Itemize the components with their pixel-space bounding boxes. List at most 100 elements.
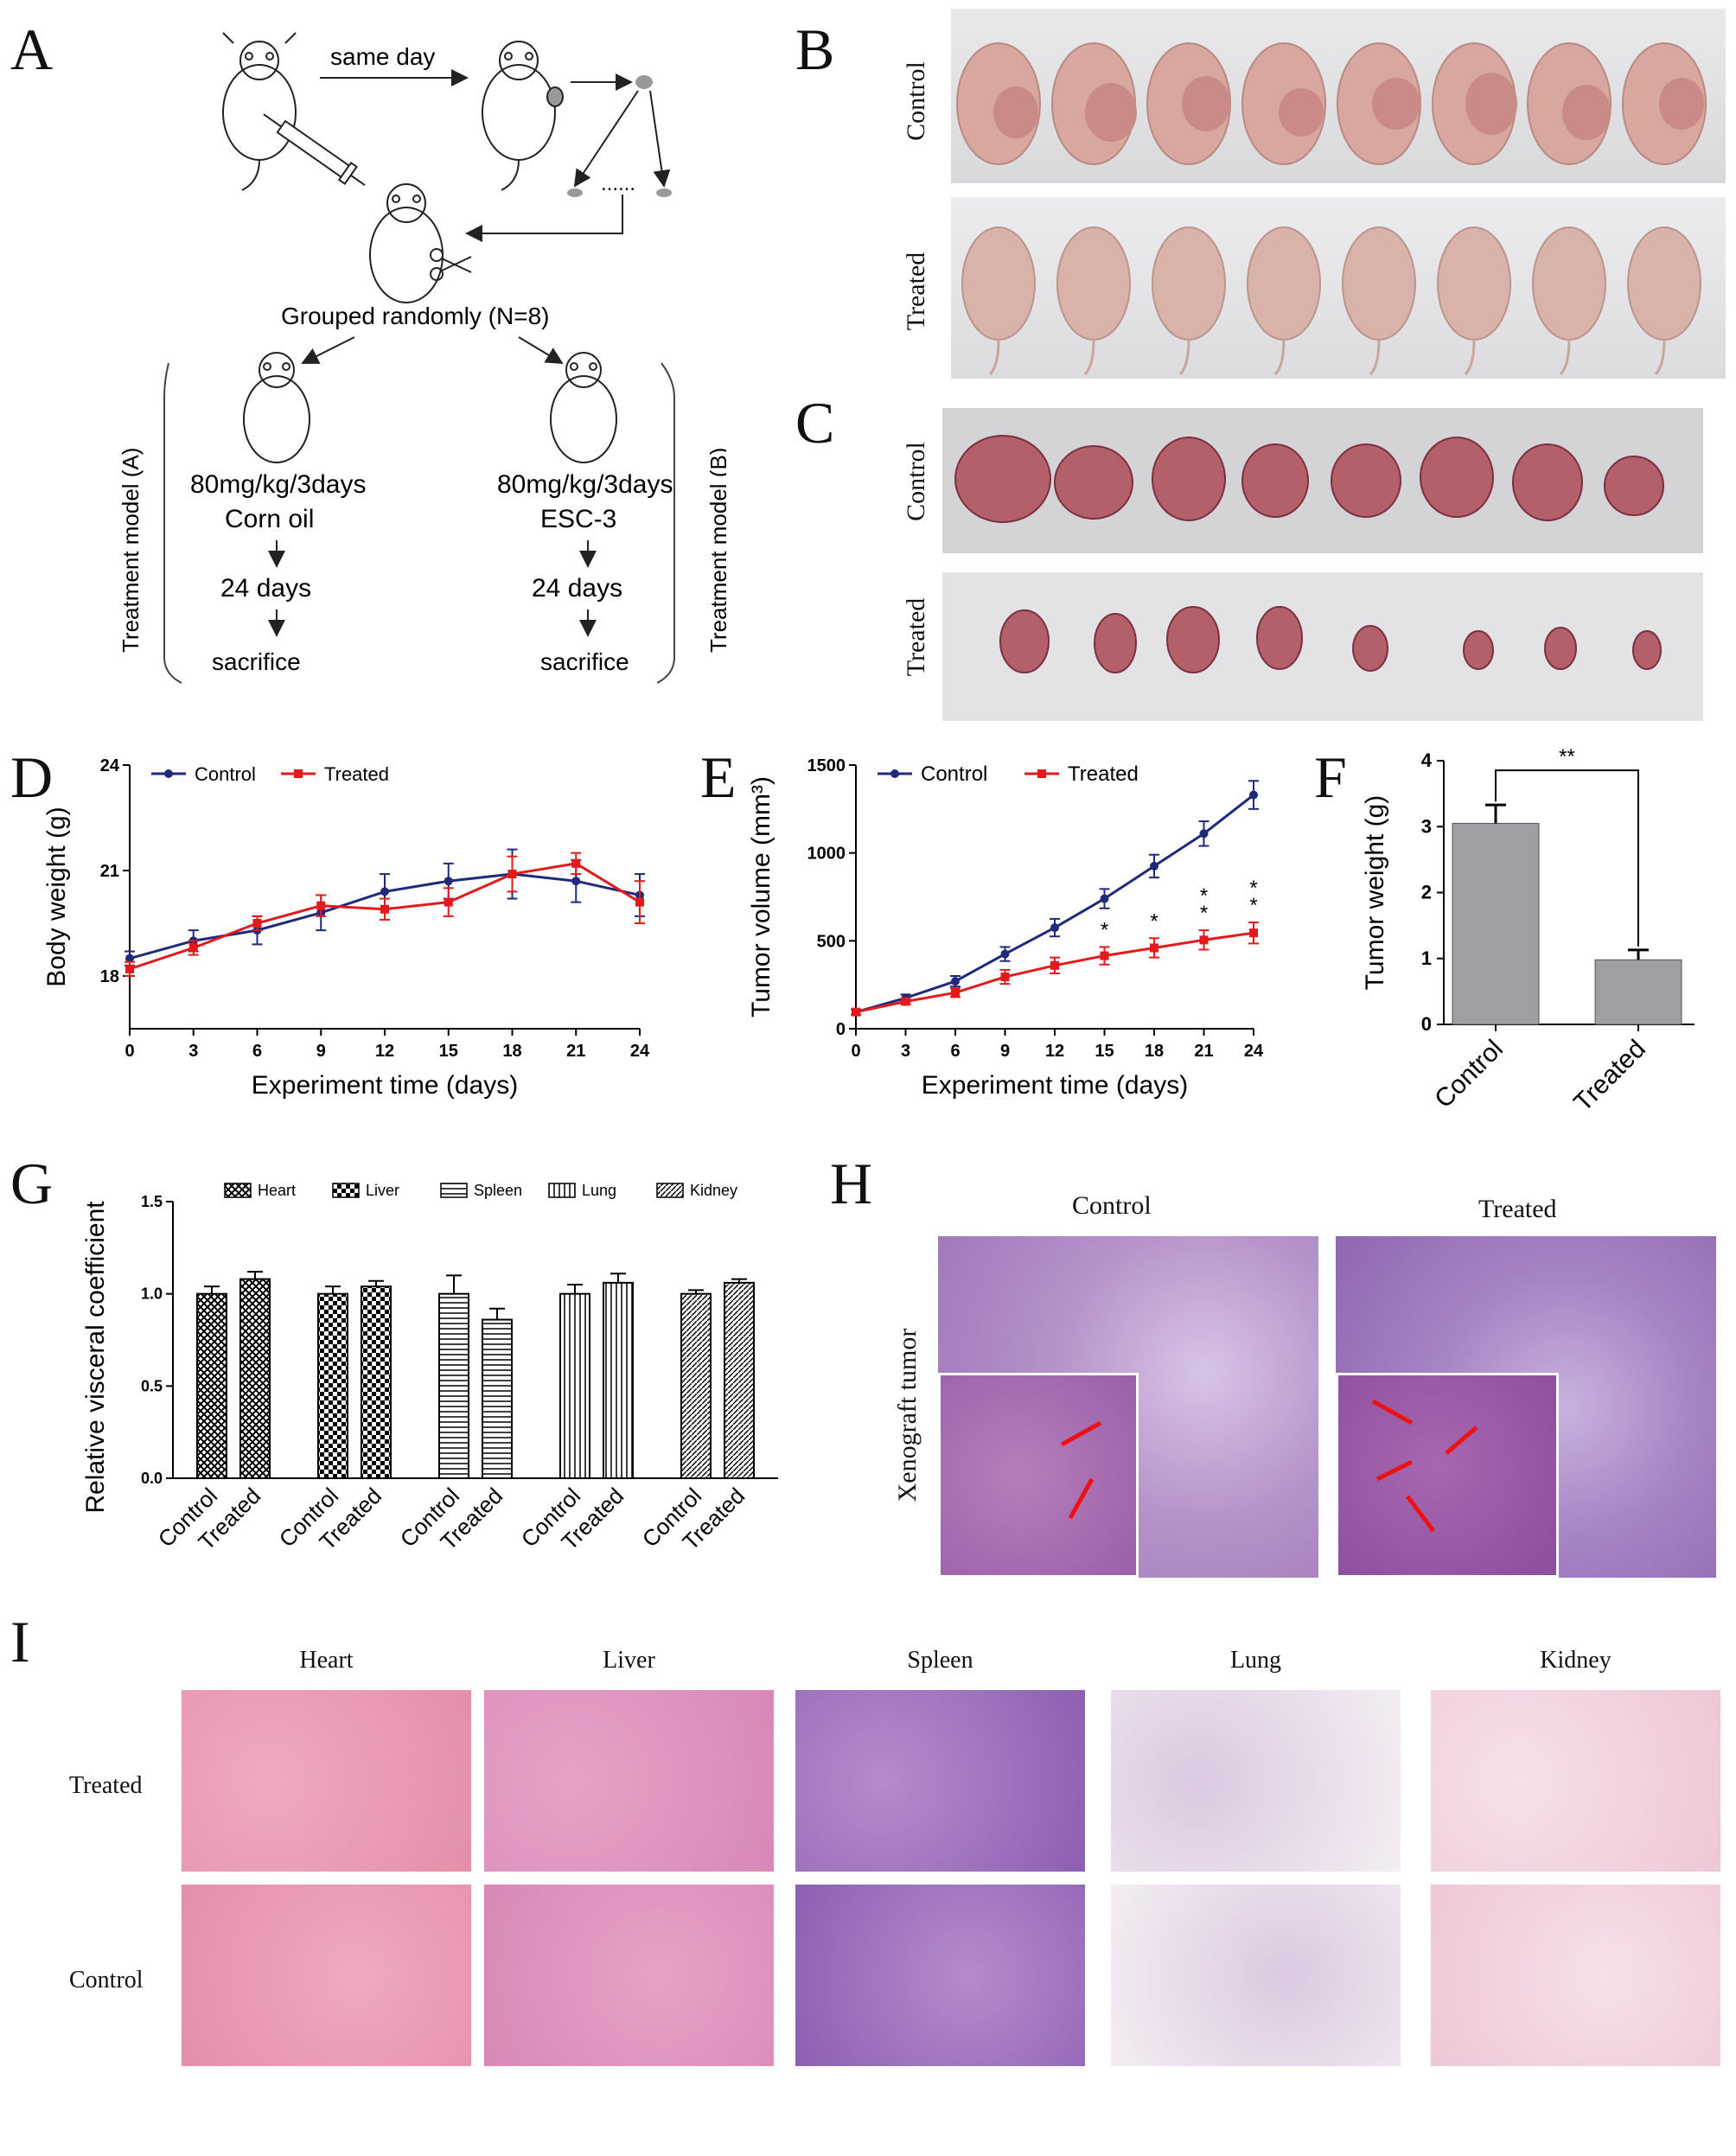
same-day-label: same day	[330, 43, 435, 70]
data-point	[1000, 949, 1010, 959]
i-row-control: Control	[69, 1967, 144, 1993]
legend-swatch	[548, 1183, 576, 1198]
data-point	[1100, 951, 1109, 960]
mouse-icon	[482, 41, 564, 191]
data-point	[380, 904, 389, 914]
red-arrows-icon	[1060, 1420, 1102, 1520]
he-image-lung-treated	[1111, 1690, 1401, 1872]
x-tick-label: Control	[1429, 1035, 1509, 1114]
data-point	[571, 877, 581, 886]
tumor-photo-control	[942, 408, 1703, 553]
legend-label: Spleen	[474, 1182, 522, 1199]
i-col-lung: Lung	[1229, 1647, 1282, 1674]
mice-control-image	[956, 42, 1707, 165]
significance-bracket	[1495, 769, 1639, 947]
data-point	[188, 943, 198, 953]
i-row-treated: Treated	[69, 1772, 143, 1799]
legend-label: Kidney	[690, 1182, 737, 1199]
bar-heart-treated	[239, 1278, 271, 1479]
ellipsis-dots: ......	[601, 172, 635, 195]
y-tick-label: 2	[1421, 882, 1432, 903]
schematic-diagram: same day ...... Grouped randomly (N=8) 8…	[118, 32, 726, 684]
legend-swatch	[440, 1183, 468, 1198]
y-tick-label: 1	[1421, 947, 1432, 969]
panel-label-c: C	[795, 390, 835, 456]
data-point	[1050, 923, 1059, 933]
series-line-control	[855, 794, 1254, 1014]
mouse-icon	[550, 352, 617, 463]
x-tick-label: 6	[950, 1042, 960, 1061]
panel-label-a: A	[10, 16, 54, 82]
y-tick-label: 3	[1421, 815, 1432, 837]
y-tick-label: 21	[100, 862, 119, 881]
legend-swatch	[224, 1183, 252, 1198]
legend-marker	[1037, 769, 1046, 778]
panel-label-d: D	[10, 744, 54, 810]
data-point	[1199, 935, 1209, 945]
data-point	[951, 988, 960, 998]
x-tick-label: 18	[1145, 1042, 1164, 1061]
legend-label: Treated	[324, 763, 389, 785]
mice-photo-control	[951, 9, 1726, 183]
he-image-spleen-control	[795, 1885, 1085, 2066]
bar-lung-control	[559, 1292, 590, 1479]
legend-label: Control	[195, 763, 256, 785]
legend-label: Control	[921, 762, 987, 786]
legend-marker	[164, 769, 173, 778]
bar-liver-treated	[361, 1285, 392, 1479]
data-point	[1000, 973, 1010, 982]
left-model-label: Treatment model (A)	[118, 448, 144, 653]
x-tick-label: 21	[1194, 1042, 1213, 1061]
data-point	[852, 1007, 860, 1017]
chart-body-weight: 0 3 6 9 12 15 18 21 24 18 21 24 Experiment time (day…	[42, 756, 650, 1100]
panel-label-b: B	[795, 16, 835, 82]
he-image-liver-treated	[484, 1690, 774, 1872]
legend-marker	[890, 769, 899, 778]
legend-swatch	[332, 1183, 360, 1198]
x-tick-label: 24	[630, 1042, 650, 1061]
data-point	[1100, 894, 1109, 903]
x-tick-label: 0	[851, 1042, 860, 1061]
x-tick-label: 12	[1045, 1042, 1064, 1061]
y-axis-title: Tumor volume (mm³)	[747, 776, 775, 1017]
i-col-kidney: Kidney	[1540, 1647, 1612, 1674]
data-point	[507, 870, 517, 879]
bar-treated	[1594, 959, 1682, 1025]
x-tick-label: 6	[252, 1042, 262, 1061]
mouse-icon	[369, 183, 444, 303]
data-point	[1150, 943, 1158, 953]
row-label-treated: Treated	[902, 597, 930, 677]
tumor-photo-treated	[942, 572, 1703, 721]
chart-tumor-volume: 0 3 6 9 12 15 18 21 24 0 500 1000 1500 Experiment tim…	[747, 756, 1264, 1100]
y-tick-label: 0	[836, 1020, 846, 1039]
significance-mark: **	[1559, 745, 1575, 769]
y-tick-label: 0.0	[141, 1470, 163, 1487]
data-point	[444, 877, 453, 886]
left-endpoint: sacrifice	[212, 648, 301, 675]
h-col-control: Control	[1072, 1191, 1152, 1220]
he-image-liver-control	[484, 1885, 774, 2066]
tumors-control-image	[954, 435, 1664, 523]
bar-spleen-treated	[482, 1318, 513, 1479]
x-tick-label: 9	[316, 1042, 326, 1061]
data-point	[252, 919, 262, 928]
h-col-treated: Treated	[1478, 1195, 1557, 1223]
bar-lung-treated	[603, 1281, 634, 1479]
i-col-heart: Heart	[299, 1647, 354, 1674]
y-tick-label: 24	[100, 756, 120, 775]
y-tick-label: 1500	[807, 756, 846, 775]
bar-heart-control	[196, 1292, 227, 1479]
mouse-icon	[243, 352, 310, 463]
x-tick-label: 15	[1095, 1042, 1114, 1061]
data-point	[125, 954, 134, 963]
x-tick-label: 18	[502, 1042, 521, 1061]
data-point	[444, 897, 453, 907]
data-point	[635, 897, 644, 907]
right-agent: ESC-3	[540, 505, 616, 533]
x-tick-label: 9	[1000, 1042, 1010, 1061]
he-inset-treated	[1336, 1373, 1559, 1578]
y-tick-label: 1.5	[141, 1193, 163, 1210]
bar-kidney-treated	[724, 1281, 755, 1479]
he-image-kidney-treated	[1431, 1690, 1720, 1872]
i-col-spleen: Spleen	[907, 1647, 973, 1674]
